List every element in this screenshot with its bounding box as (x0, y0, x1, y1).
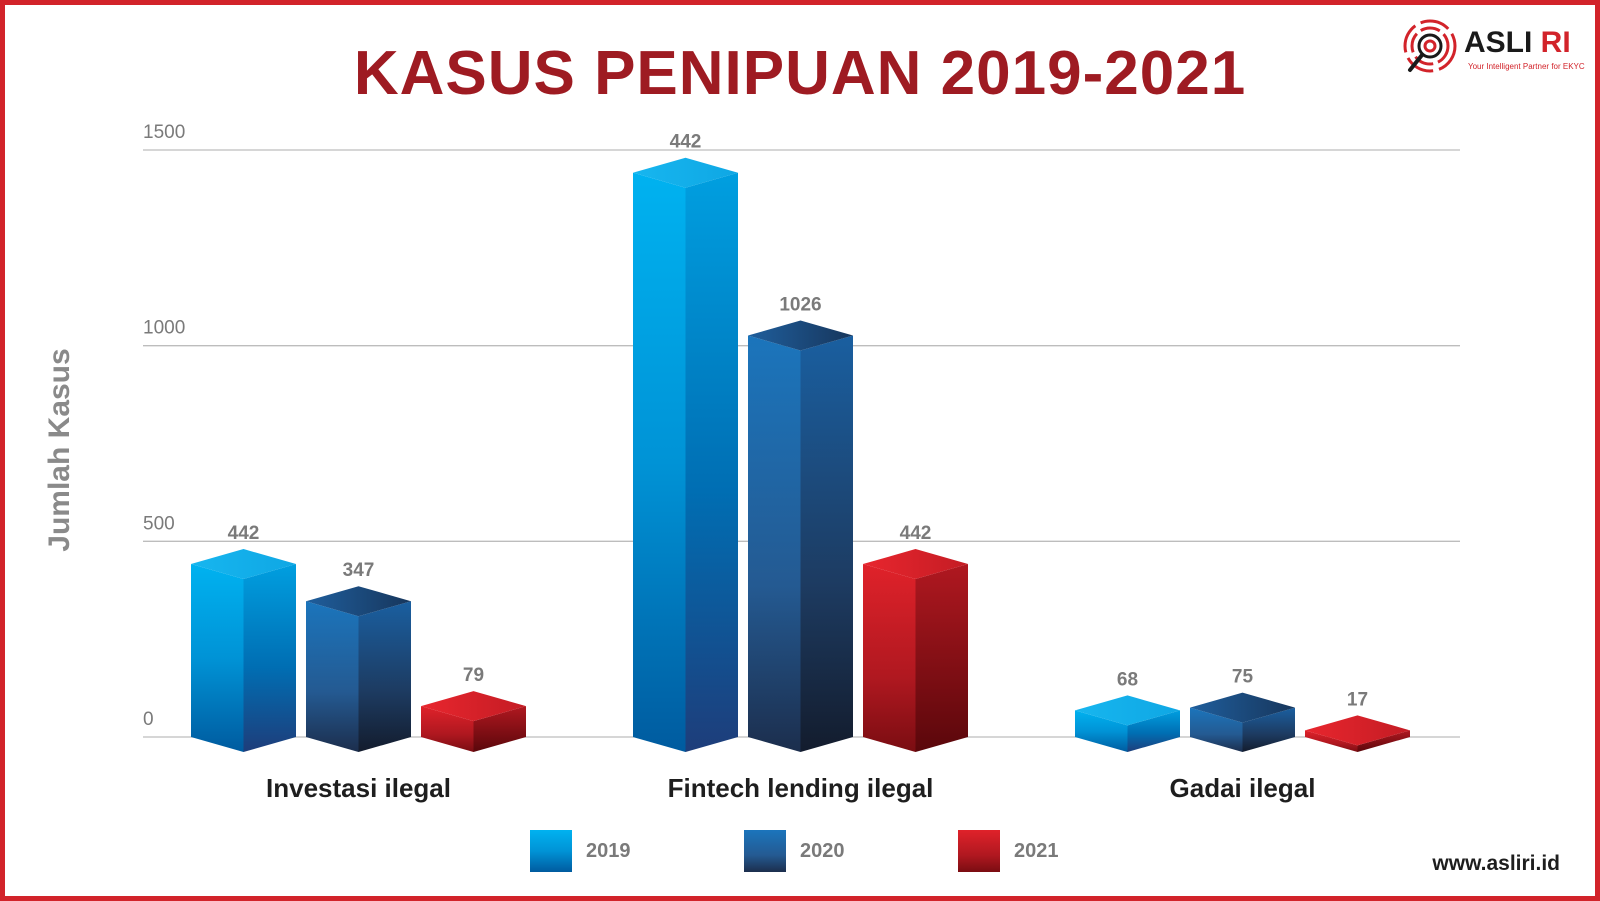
bar-2021-3 (1305, 715, 1410, 752)
legend-swatch-2019 (530, 830, 572, 872)
bar-2019-3 (1075, 695, 1180, 752)
bar-face-right (473, 706, 526, 752)
bar-face-right (800, 335, 853, 752)
bar-2019-1 (191, 549, 296, 752)
bar-face-left (1305, 730, 1358, 752)
bar-face-left (421, 706, 474, 752)
data-label: 75 (1232, 667, 1254, 688)
logo-brand: ASLI RI (1464, 26, 1571, 59)
bar-2020-2 (748, 320, 853, 752)
logo-tagline: Your Intelligent Partner for EKYC (1468, 62, 1585, 71)
data-label: 68 (1117, 669, 1138, 690)
legend: 2019 2020 2021 (530, 830, 1090, 874)
bar-face-left (748, 335, 801, 752)
data-label: 442 (900, 523, 932, 544)
category-label: Investasi ilegal (266, 773, 451, 803)
y-tick-label: 500 (143, 513, 175, 534)
bar-face-right (685, 172, 738, 752)
bar-face-right (915, 564, 968, 752)
bar-2020-1 (306, 586, 411, 752)
bar-face-right (358, 601, 411, 752)
y-tick-label: 1000 (143, 318, 185, 339)
bar-face-right (1127, 710, 1180, 752)
bar-top (421, 691, 526, 722)
data-label: 347 (343, 560, 375, 581)
y-tick-label: 0 (143, 709, 154, 730)
data-label: 17 (1347, 689, 1368, 710)
bar-face-right (1357, 730, 1410, 752)
bar-face-left (1075, 710, 1128, 752)
category-label: Gadai ilegal (1170, 773, 1316, 803)
y-tick-label: 1500 (143, 122, 185, 143)
page-title: KASUS PENIPUAN 2019-2021 (353, 39, 1247, 108)
bar-face-right (1242, 707, 1295, 752)
data-label: 442 (228, 523, 260, 544)
bar-face-left (1190, 707, 1243, 752)
data-label: 79 (463, 665, 484, 686)
legend-swatch-2021 (958, 830, 1000, 872)
bar-top (748, 320, 853, 351)
data-label: 442 (670, 132, 702, 153)
bar-2021-2 (863, 549, 968, 752)
bar-2020-3 (1190, 692, 1295, 752)
bar-face-left (863, 564, 916, 752)
bar-face-left (191, 564, 244, 752)
bar-top (1305, 715, 1410, 746)
asliri-logo: ASLI RI Your Intelligent Partner for EKY… (1400, 18, 1590, 80)
bar-face-right (243, 564, 296, 752)
bar-face-left (306, 601, 359, 752)
legend-label: 2021 (1014, 840, 1059, 862)
bar-2021-1 (421, 691, 526, 752)
bar-top (633, 157, 738, 188)
category-label: Fintech lending ilegal (668, 773, 934, 803)
legend-label: 2019 (586, 840, 631, 862)
legend-label: 2020 (800, 840, 845, 862)
bar-face-left (633, 172, 686, 752)
bar-top (863, 549, 968, 580)
bar-top (1075, 695, 1180, 726)
bar-2019-2 (633, 157, 738, 752)
footer-url: www.asliri.id (1432, 852, 1560, 875)
bar-top (306, 586, 411, 617)
legend-swatch-2020 (744, 830, 786, 872)
bar-top (191, 549, 296, 580)
bar-top (1190, 692, 1295, 723)
fingerprint-search-icon (1403, 19, 1457, 73)
data-label: 1026 (779, 294, 821, 315)
